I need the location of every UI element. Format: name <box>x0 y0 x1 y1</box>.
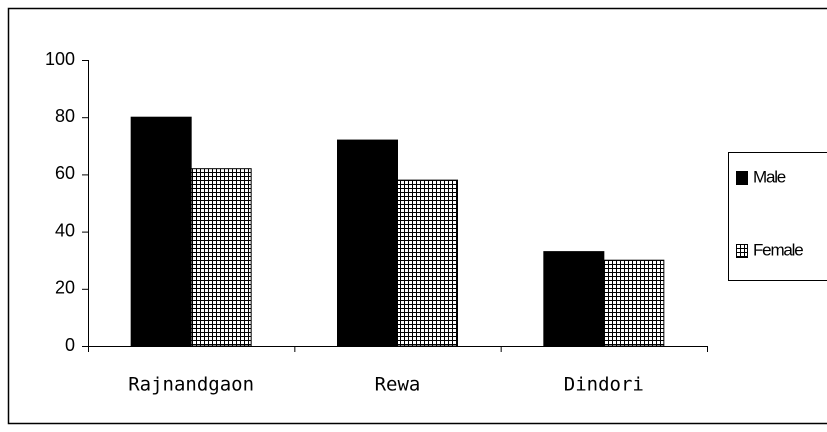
y-tick-label: 40 <box>55 220 75 240</box>
bar <box>603 259 665 347</box>
y-tick-label: 60 <box>55 163 75 183</box>
x-tick-label: Dindori <box>564 374 644 396</box>
legend-swatch <box>736 244 748 258</box>
y-tick-label: 20 <box>55 278 75 298</box>
legend-label: Female <box>753 240 803 259</box>
y-tick-label: 80 <box>55 106 75 126</box>
y-tick-label: 0 <box>65 335 75 355</box>
y-tick-label: 100 <box>45 49 75 69</box>
x-tick-label: Rewa <box>375 374 421 396</box>
bar <box>543 251 605 347</box>
x-tick-label: Rajnandgaon <box>128 374 254 396</box>
bar <box>337 139 398 347</box>
frame <box>7 7 827 425</box>
legend-label: Male <box>753 167 786 186</box>
bar <box>130 116 192 347</box>
legend-swatch <box>736 171 748 185</box>
bar <box>397 179 458 347</box>
bar <box>190 168 252 347</box>
